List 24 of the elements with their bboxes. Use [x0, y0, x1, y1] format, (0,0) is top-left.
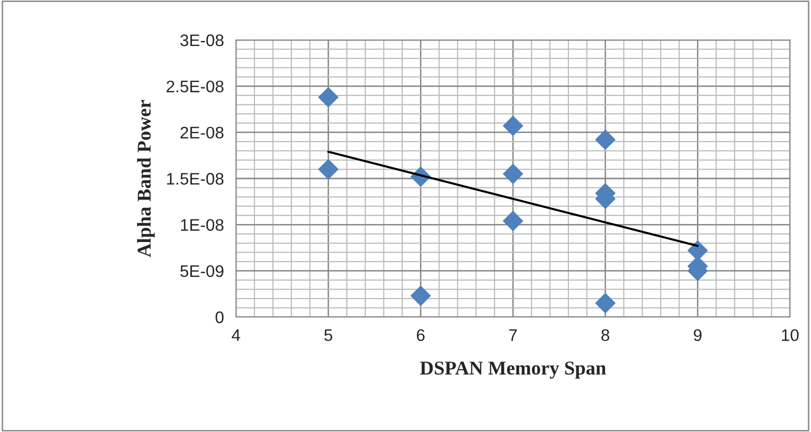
x-axis-title: DSPAN Memory Span: [420, 362, 606, 379]
y-tick-label: 0: [216, 311, 224, 324]
x-tick-label: 6: [416, 329, 425, 342]
point: [595, 129, 616, 150]
x-tick-label: 8: [601, 329, 610, 342]
y-tick-label: 3E-08: [180, 34, 224, 46]
x-tick-label: 5: [324, 329, 332, 342]
point: [318, 86, 339, 108]
point: [502, 210, 524, 232]
x-tick-label: 10: [782, 329, 799, 342]
y-tick-label: 2.5E-08: [166, 80, 224, 92]
y-tick-label: 5E-09: [180, 265, 224, 278]
point: [502, 164, 524, 184]
y-tick-label: 1.5E-08: [167, 172, 224, 185]
y-tick-label: 1E-08: [180, 219, 224, 231]
x-tick-label: 9: [694, 329, 702, 342]
x-tick-label: 7: [509, 329, 517, 341]
x-tick-label: 4: [232, 329, 240, 341]
point: [410, 285, 431, 306]
point: [318, 158, 339, 180]
point: [502, 116, 524, 136]
y-tick-label: 2E-08: [180, 126, 224, 139]
point: [595, 292, 616, 314]
y-axis-title: Alpha Band Power: [137, 100, 155, 258]
